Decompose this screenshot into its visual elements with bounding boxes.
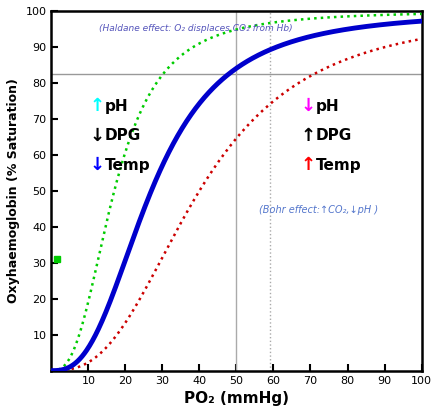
Text: Temp: Temp <box>105 158 150 173</box>
Text: ↑: ↑ <box>90 97 105 115</box>
Text: ↑: ↑ <box>300 127 315 145</box>
Text: (Haldane effect: O₂ displaces CO₂ from Hb): (Haldane effect: O₂ displaces CO₂ from H… <box>99 24 293 33</box>
Text: pH: pH <box>105 99 128 114</box>
Y-axis label: Oxyhaemoglobin (% Saturation): Oxyhaemoglobin (% Saturation) <box>7 78 20 303</box>
Text: DPG: DPG <box>105 128 141 143</box>
Text: ↓: ↓ <box>90 156 105 174</box>
Text: ↓: ↓ <box>300 97 315 115</box>
Text: Temp: Temp <box>315 158 361 173</box>
Text: ↑: ↑ <box>300 156 315 174</box>
X-axis label: PO₂ (mmHg): PO₂ (mmHg) <box>184 391 288 406</box>
Text: DPG: DPG <box>315 128 352 143</box>
Text: ↓: ↓ <box>90 127 105 145</box>
Text: (Bohr effect:↑CO₂,↓pH ): (Bohr effect:↑CO₂,↓pH ) <box>258 205 377 215</box>
Text: pH: pH <box>315 99 339 114</box>
